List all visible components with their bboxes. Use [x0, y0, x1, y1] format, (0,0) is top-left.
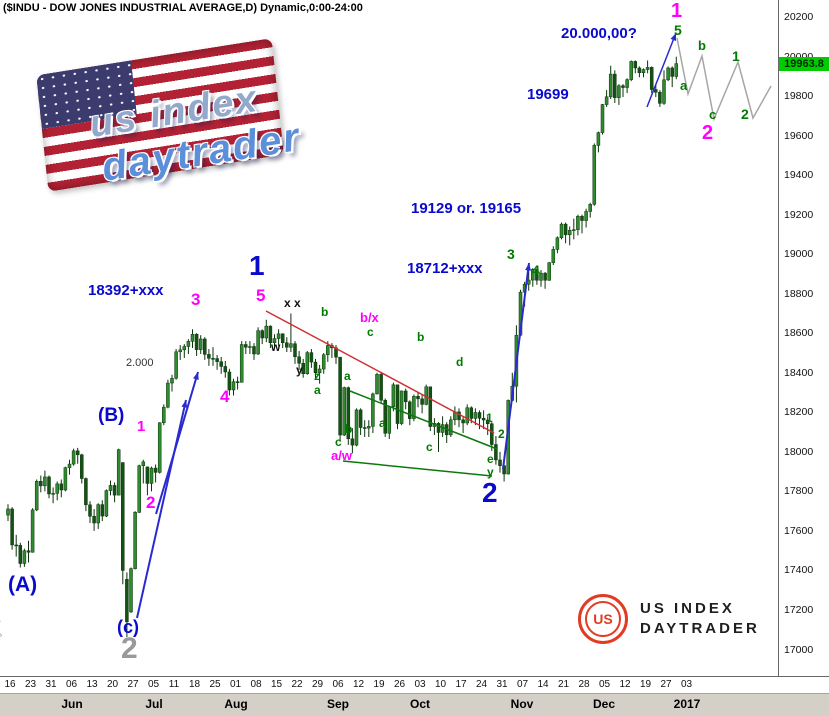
- month-label-Jul: Jul: [145, 697, 163, 711]
- date-tick-label: 12: [619, 679, 631, 690]
- date-tick-label: 16: [4, 679, 16, 690]
- price-tick-label: 19600: [784, 129, 814, 142]
- date-tick-label: 19: [639, 679, 652, 690]
- date-tick-label: 05: [598, 679, 611, 690]
- date-tick-label: 03: [680, 679, 693, 690]
- date-tick-label: 24: [475, 679, 488, 690]
- price-tick-label: 18200: [784, 406, 814, 419]
- price-axis[interactable]: 2020020000198001960019400192001900018800…: [778, 0, 829, 676]
- brand-line1: US INDEX: [640, 599, 735, 617]
- price-tick-label: 17000: [784, 643, 814, 656]
- date-tick-label: 07: [516, 679, 529, 690]
- date-tick-label: 05: [147, 679, 160, 690]
- date-tick-label: 17: [455, 679, 467, 690]
- brand-line2: DAYTRADER: [640, 620, 760, 637]
- price-tick-label: 19400: [784, 169, 814, 182]
- date-tick-label: 12: [352, 679, 365, 690]
- date-tick-label: 31: [496, 679, 508, 690]
- date-tick-label: 10: [434, 679, 447, 690]
- date-tick-label: 14: [537, 679, 549, 690]
- month-label-Aug: Aug: [224, 697, 248, 711]
- date-tick-label: 31: [45, 679, 57, 690]
- date-tick-label: 21: [557, 679, 570, 690]
- date-tick-label: 27: [127, 679, 139, 690]
- date-tick-label: 28: [578, 679, 590, 690]
- date-tick-label: 22: [291, 679, 303, 690]
- date-tick-label: 19: [373, 679, 385, 690]
- date-tick-label: 27: [660, 679, 672, 690]
- price-tick-label: 18800: [784, 287, 814, 300]
- date-tick-label: 29: [311, 679, 324, 690]
- us-index-daytrader-watermark: us index daytrader: [27, 33, 341, 214]
- date-tick-label: 25: [209, 679, 221, 690]
- month-label-Nov: Nov: [510, 697, 534, 711]
- date-tick-label: 26: [393, 679, 406, 690]
- price-tick-label: 18000: [784, 445, 814, 458]
- esignal-copyright: © eSignal, 2010: [0, 599, 2, 657]
- date-tick-label: 11: [168, 679, 180, 690]
- last-price-tag: 19963.8: [779, 57, 829, 71]
- month-label-Oct: Oct: [409, 697, 431, 711]
- title-bar: ($INDU - DOW JONES INDUSTRIAL AVERAGE,D)…: [0, 0, 603, 19]
- date-tick-label: 06: [65, 679, 78, 690]
- price-tick-label: 17800: [784, 485, 814, 498]
- price-tick-label: 19800: [784, 90, 814, 103]
- date-tick-label: 03: [414, 679, 426, 690]
- date-tick-label: 20: [106, 679, 119, 690]
- price-tick-label: 17400: [784, 564, 814, 577]
- chart-title: ($INDU - DOW JONES INDUSTRIAL AVERAGE,D)…: [3, 2, 363, 14]
- price-tick-label: 19000: [784, 248, 814, 261]
- date-tick-label: 08: [250, 679, 262, 690]
- date-tick-label: 01: [229, 679, 242, 690]
- price-tick-label: 20200: [784, 10, 814, 23]
- month-label-Jun: Jun: [61, 697, 83, 711]
- us-badge-text: US: [585, 601, 621, 637]
- date-tick-label: 18: [188, 679, 201, 690]
- month-label-Dec: Dec: [592, 697, 616, 711]
- month-label-2017: 2017: [673, 697, 701, 711]
- price-tick-label: 18600: [784, 327, 814, 340]
- price-tick-label: 17600: [784, 524, 814, 537]
- price-tick-label: 19200: [784, 208, 814, 221]
- price-tick-label: 17200: [784, 603, 814, 616]
- price-tick-label: 18400: [784, 366, 814, 379]
- us-badge-icon: US: [578, 594, 628, 644]
- month-label-Sep: Sep: [326, 697, 350, 711]
- date-tick-label: 13: [86, 679, 98, 690]
- us-index-daytrader-logo: US US INDEX DAYTRADER: [578, 594, 760, 644]
- date-tick-label: 06: [332, 679, 344, 690]
- date-tick-label: 15: [270, 679, 283, 690]
- date-axis[interactable]: 16 23 31 06 13 20 27 05 11 18 25 01 08 15 22 29 06 12 19 26…: [0, 676, 829, 694]
- date-tick-label: 23: [24, 679, 37, 690]
- month-axis: Jun Jul Aug Sep Oct Nov Dec 2017: [0, 693, 829, 716]
- brand-text: US INDEX DAYTRADER: [640, 599, 760, 640]
